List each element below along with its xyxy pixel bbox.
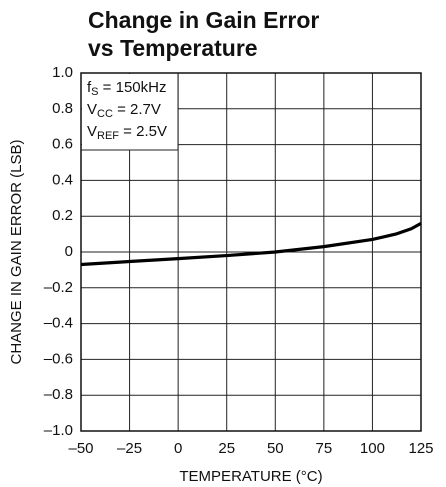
y-tick-label: 0.2 [52, 207, 73, 224]
y-tick-label: –1.0 [44, 422, 73, 439]
y-tick-label: –0.2 [44, 279, 73, 296]
y-tick-label: –0.4 [44, 315, 73, 332]
annotation-sub: CC [97, 108, 113, 120]
annotation: VREF = 2.5V [87, 123, 167, 142]
y-tick-label: 0.6 [52, 136, 73, 153]
annotation: fS = 150kHz [87, 79, 166, 98]
data-line [80, 221, 422, 267]
annotation-sub: REF [97, 130, 119, 142]
y-tick-label: –0.6 [44, 350, 73, 367]
x-axis-label: TEMPERATURE (°C) [179, 468, 322, 485]
y-tick-label: 0.8 [52, 100, 73, 117]
y-axis-label: CHANGE IN GAIN ERROR (LSB) [8, 139, 25, 364]
x-tick-label: 25 [218, 440, 235, 457]
annotation-main: V [87, 101, 97, 118]
annotation-rest: = 2.7V [113, 101, 161, 118]
y-tick-label: 0 [65, 243, 73, 260]
x-tick-label: –50 [68, 440, 93, 457]
annotation-box [82, 74, 178, 150]
y-tick-label: 0.4 [52, 171, 73, 188]
x-tick-label: 75 [316, 440, 333, 457]
x-tick-label: 125 [408, 440, 433, 457]
x-tick-label: 50 [267, 440, 284, 457]
x-tick-label: 100 [360, 440, 385, 457]
y-tick-label: 1.0 [52, 64, 73, 81]
x-tick-label: –25 [117, 440, 142, 457]
annotation-sub: S [91, 86, 98, 98]
annotation-main: V [87, 123, 97, 140]
annotation: VCC = 2.7V [87, 101, 161, 120]
x-tick-label: 0 [174, 440, 182, 457]
plot-frame [80, 72, 422, 432]
chart-title: Change in Gain Error vs Temperature [88, 7, 320, 61]
annotation-rest: = 150kHz [99, 79, 167, 96]
annotation-main: f [87, 79, 92, 96]
annotation-rest: = 2.5V [119, 123, 167, 140]
y-tick-label: –0.8 [44, 386, 73, 403]
